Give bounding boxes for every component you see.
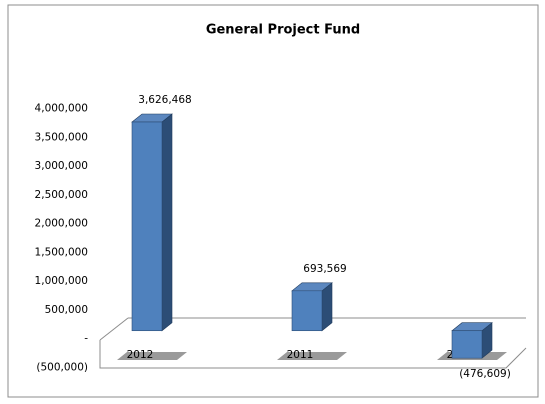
- category-shadow: [277, 352, 347, 360]
- y-tick-label: 3,000,000: [35, 160, 88, 172]
- x-tick-label: 2012: [127, 349, 154, 361]
- y-tick-label: (500,000): [36, 362, 88, 374]
- y-tick-label: 2,000,000: [35, 218, 88, 230]
- y-tick-label: 2,500,000: [35, 189, 88, 201]
- chart-border: [7, 4, 539, 398]
- y-tick-label: -: [84, 333, 88, 345]
- floor-base: [99, 340, 527, 369]
- x-tick-label: 2011: [287, 349, 314, 361]
- bar-side: [321, 282, 333, 332]
- category-shadow: [117, 352, 187, 360]
- y-tick-label: 1,000,000: [35, 275, 88, 287]
- bar: [291, 290, 323, 332]
- y-tick-label: 500,000: [45, 304, 88, 316]
- floor-left-edge: [99, 317, 129, 341]
- bar: [131, 121, 163, 332]
- y-tick-label: 1,500,000: [35, 246, 88, 258]
- data-label: (476,609): [459, 368, 511, 380]
- data-label: 3,626,468: [138, 94, 191, 106]
- y-tick-label: 4,000,000: [35, 103, 88, 115]
- y-tick-label: 3,500,000: [35, 131, 88, 143]
- bar: [451, 330, 483, 359]
- bar-side: [161, 113, 173, 332]
- data-label: 693,569: [303, 263, 346, 275]
- chart-title: General Project Fund: [206, 23, 360, 38]
